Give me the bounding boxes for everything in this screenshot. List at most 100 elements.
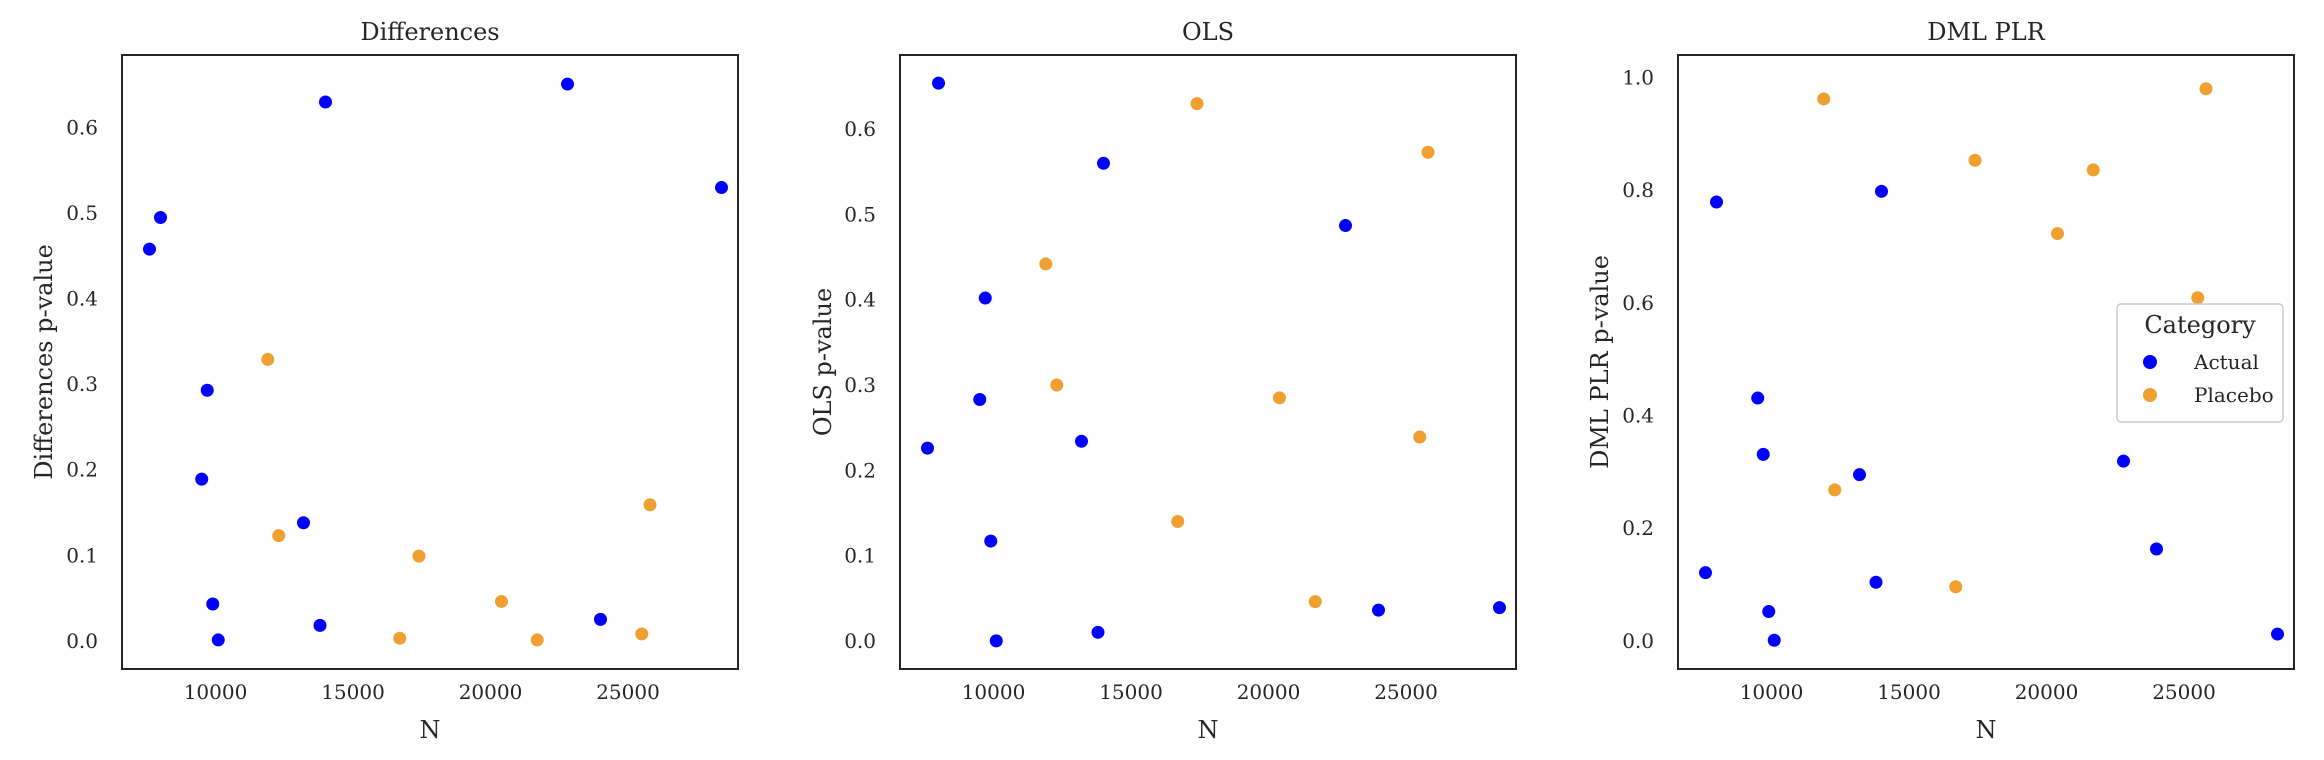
point-actual [989,634,1003,648]
point-actual [1751,391,1765,405]
point-actual [1853,468,1866,482]
point-placebo [1413,430,1427,444]
point-actual [1869,575,1883,589]
x-ticks: 10000 15000 20000 25000 [962,680,1438,704]
x-axis-label: N [1198,716,1219,744]
y-tick-label: 0.0 [1622,629,1654,653]
point-placebo [393,631,407,645]
x-tick-label: 15000 [1099,680,1163,704]
point-actual [1097,156,1110,170]
y-tick-label: 0.2 [66,458,98,482]
point-placebo [1968,153,1982,167]
x-ticks: 10000 15000 20000 25000 [1740,680,2216,704]
point-placebo [1817,92,1831,106]
plot-area [899,54,1517,670]
data-points [921,76,1506,648]
point-actual [206,597,220,611]
point-placebo [261,352,275,366]
point-actual [200,383,214,397]
y-axis-label: OLS p-value [809,288,837,436]
y-tick-label: 0.1 [66,543,98,567]
point-actual [2271,627,2284,641]
x-tick-label: 25000 [1374,680,1438,704]
point-placebo [1273,391,1286,405]
data-points [143,77,728,647]
point-placebo [1171,514,1185,528]
panel-differences: Differences N Differences p-value 0.0 0.1… [30,18,739,744]
point-placebo [272,529,286,543]
x-tick-label: 25000 [596,680,660,704]
y-tick-label: 0.4 [844,288,876,312]
legend-label-placebo: Placebo [2194,383,2274,407]
x-tick-label: 15000 [1877,680,1941,704]
point-placebo [2086,163,2100,177]
point-actual [921,441,934,455]
point-actual [313,618,327,632]
legend-frame [2116,303,2284,423]
point-placebo [495,594,508,608]
point-actual [195,472,209,486]
y-tick-label: 1.0 [1622,66,1654,90]
x-tick-label: 20000 [459,680,523,704]
point-actual [1372,603,1385,617]
point-actual [1339,219,1352,233]
y-ticks: 0.0 0.1 0.2 0.3 0.4 0.5 0.6 [844,117,876,653]
y-tick-label: 0.5 [66,201,98,225]
y-tick-label: 0.5 [844,202,876,226]
point-actual [154,210,167,224]
plot-area [121,54,739,670]
y-tick-label: 0.4 [1622,404,1654,428]
point-actual [1762,605,1776,619]
panel-title: Differences [360,18,499,46]
y-tick-label: 0.8 [1622,178,1654,202]
point-actual [978,291,992,305]
point-actual [2117,454,2130,468]
point-actual [1493,601,1506,615]
panel-ols: OLS N OLS p-value 0.00.10.20.30.40.50.6 … [809,18,1517,744]
data-points [1699,82,2284,647]
panel-title: DML PLR [1927,18,2045,46]
y-tick-label: 0.6 [66,116,98,140]
y-tick-label: 0.1 [844,544,876,568]
point-actual [984,534,998,548]
point-placebo [1421,145,1435,159]
legend-marker-placebo [2143,388,2157,402]
point-placebo [643,498,657,512]
y-tick-label: 0.6 [1622,291,1654,315]
y-ticks: 0.0 0.2 0.4 0.6 0.8 1.0 [1622,66,1654,653]
legend-marker-actual [2143,355,2157,369]
point-actual [1756,447,1770,461]
point-actual [297,516,310,530]
point-actual [1091,625,1105,639]
x-axis-label: N [420,716,441,744]
point-placebo [1949,580,1963,594]
y-tick-label: 0.2 [844,458,876,482]
x-tick-label: 20000 [1237,680,1301,704]
y-axis-label: DML PLR p-value [1586,255,1614,469]
y-tick-label: 0.0 [844,629,876,653]
point-actual [143,242,156,256]
y-tick-label: 0.6 [844,117,876,141]
point-actual [1767,633,1781,647]
point-placebo [2191,291,2205,305]
x-axis-label: N [1976,716,1997,744]
point-placebo [2051,227,2064,241]
y-ticks: 0.0 0.1 0.2 0.3 0.4 0.5 0.6 [66,116,98,653]
point-actual [211,633,225,647]
point-actual [1075,434,1088,448]
panel-title: OLS [1182,18,1234,46]
x-tick-label: 25000 [2152,680,2216,704]
point-actual [973,393,987,407]
legend-label-actual: Actual [2193,350,2259,374]
legend-title: Category [2144,311,2256,339]
x-tick-label: 20000 [2015,680,2079,704]
y-tick-label: 0.3 [66,372,98,396]
y-tick-label: 0.2 [1622,516,1654,540]
x-tick-label: 10000 [1740,680,1804,704]
point-placebo [1039,257,1053,271]
plot-area [1677,54,2295,670]
point-placebo [1050,378,1064,392]
point-placebo [1190,97,1204,111]
x-tick-label: 15000 [321,680,385,704]
